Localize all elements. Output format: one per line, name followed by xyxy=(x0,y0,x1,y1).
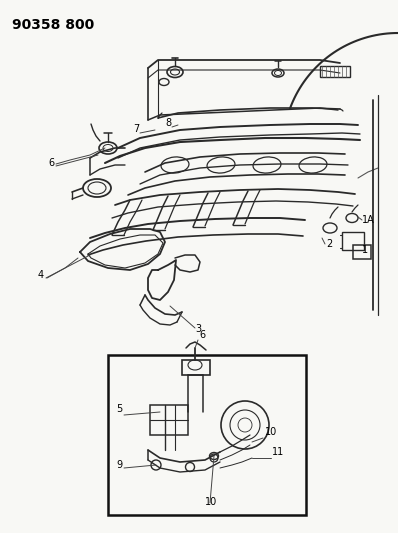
Text: 8: 8 xyxy=(165,118,171,128)
Text: 3: 3 xyxy=(195,324,201,334)
Text: 1: 1 xyxy=(362,245,368,255)
Bar xyxy=(320,66,350,77)
Text: 5: 5 xyxy=(116,404,122,414)
Text: 11: 11 xyxy=(272,447,284,457)
Text: 2: 2 xyxy=(326,239,332,249)
Text: 6: 6 xyxy=(48,158,54,168)
Text: 90358 800: 90358 800 xyxy=(12,18,94,32)
Text: 9: 9 xyxy=(116,460,122,470)
Bar xyxy=(353,245,371,259)
Text: 10: 10 xyxy=(205,497,217,507)
Text: 10: 10 xyxy=(265,427,277,437)
Bar xyxy=(342,232,364,250)
Bar xyxy=(182,360,210,375)
Bar xyxy=(150,405,188,435)
Bar xyxy=(108,355,306,515)
Text: 1A: 1A xyxy=(362,215,375,225)
Text: 6: 6 xyxy=(199,330,205,340)
Text: 4: 4 xyxy=(38,270,44,280)
Text: 7: 7 xyxy=(133,124,139,134)
